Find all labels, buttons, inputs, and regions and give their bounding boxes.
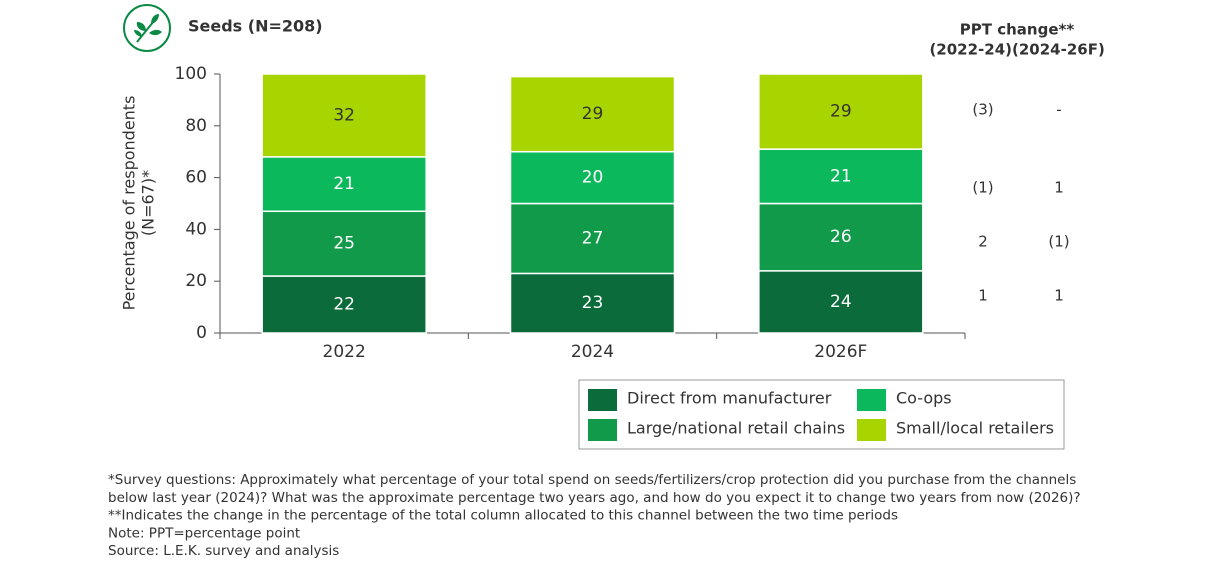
y-tick-label: 100 [175,64,207,84]
bar-segment [261,210,427,277]
icon [123,4,171,52]
legend-label: Large/national retail chains [627,419,845,438]
legend-swatch [588,419,617,441]
bar-segment [758,148,924,205]
x-tick-label: 2024 [571,342,614,362]
y-tick-label: 40 [185,219,207,239]
y-tick-label: 60 [185,168,207,188]
bar-segment [261,156,427,213]
value-label: 23 [582,293,604,313]
legend-label: Small/local retailers [896,419,1054,438]
value-label: 29 [830,102,852,122]
value-label: 21 [830,166,852,186]
legend-swatch [857,419,886,441]
bar-segment [509,150,676,205]
footnote: below last year (2024)? What was the app… [108,490,1081,506]
legend-label: Direct from manufacturer [627,389,832,408]
bar-segment [261,73,427,158]
footnote: Note: PPT=percentage point [108,525,300,541]
ppt-column: (2022-24) [929,41,1012,59]
ppt-value: (3) [972,101,993,119]
y-axis-label: (N=67)* [139,170,158,236]
ppt-title: PPT change** [960,21,1075,39]
value-label: 20 [582,168,604,188]
value-label: 26 [830,227,852,247]
ppt-value: 1 [1054,287,1064,305]
y-axis-label: Percentage of respondents [120,96,139,311]
value-label: 32 [333,105,355,125]
footnote: **Indicates the change in the percentage… [108,508,898,524]
x-tick-label: 2026F [814,342,867,362]
value-label: 25 [333,234,355,254]
legend-swatch [857,389,886,411]
ppt-value: 1 [978,287,988,305]
x-tick-label: 2022 [323,342,366,362]
bar-segment [758,270,924,334]
ppt-value: 1 [1054,179,1064,197]
ppt-value: 2 [978,233,988,251]
value-label: 21 [333,174,355,194]
bar-segment [758,73,924,150]
y-tick-label: 0 [196,323,207,343]
bar-segment [261,275,427,334]
footnote: Source: L.E.K. survey and analysis [108,543,339,559]
ppt-value: - [1056,101,1061,119]
legend-swatch [588,389,617,411]
value-label: 27 [582,228,604,248]
ppt-value: (1) [1048,233,1069,251]
bar-segment [509,272,676,334]
ppt-column: (2024-26F) [1012,41,1105,59]
legend-box [578,379,1065,450]
value-label: 29 [582,104,604,124]
chart-title: Seeds (N=208) [188,17,323,36]
bar-segment [509,75,676,153]
value-label: 22 [333,295,355,315]
y-tick-label: 80 [185,116,207,136]
ppt-value: (1) [972,179,993,197]
legend-label: Co-ops [896,389,952,408]
footnote: *Survey questions: Approximately what pe… [108,472,1076,488]
value-label: 24 [830,292,852,312]
y-tick-label: 20 [185,271,207,291]
